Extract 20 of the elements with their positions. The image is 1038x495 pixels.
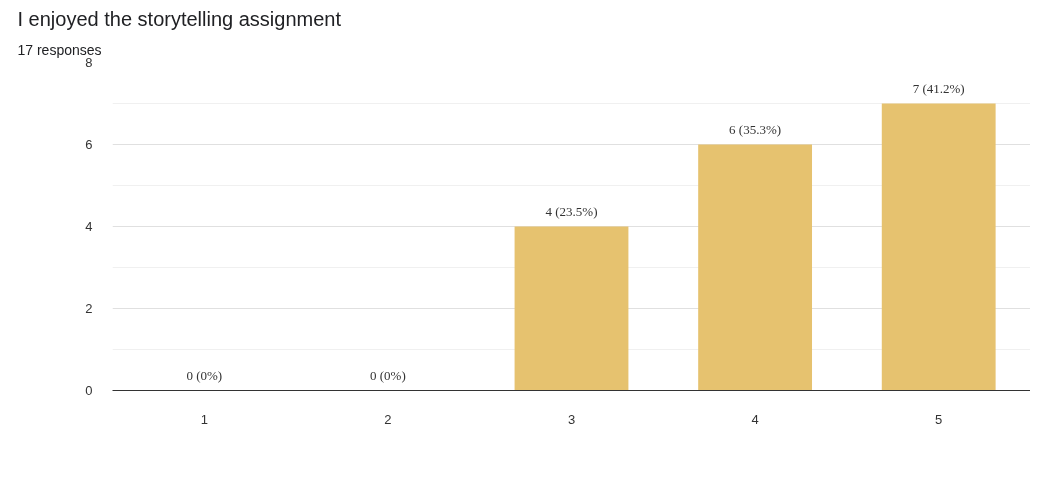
x-tick-label: 5	[935, 411, 943, 427]
data-label: 0 (0%)	[186, 367, 223, 383]
bar	[881, 103, 996, 391]
data-label: 6 (35.3%)	[729, 121, 782, 137]
data-label: 4 (23.5%)	[545, 203, 598, 219]
y-tick-label: 4	[85, 219, 93, 234]
bar	[698, 144, 813, 391]
chart-subtitle: 17 responses	[17, 41, 102, 58]
data-label: 0 (0%)	[370, 367, 406, 383]
bar	[514, 226, 629, 391]
y-tick-label: 0	[85, 383, 93, 398]
y-tick-label: 8	[85, 55, 93, 70]
y-tick-label: 2	[85, 301, 93, 316]
y-tick-label: 6	[85, 137, 93, 152]
x-tick-label: 4	[751, 411, 759, 427]
data-label: 7 (41.2%)	[912, 80, 965, 96]
x-tick-label: 1	[200, 411, 208, 427]
chart-title: I enjoyed the storytelling assignment	[17, 7, 342, 30]
x-tick-label: 2	[384, 411, 392, 427]
x-tick-label: 3	[567, 411, 576, 427]
